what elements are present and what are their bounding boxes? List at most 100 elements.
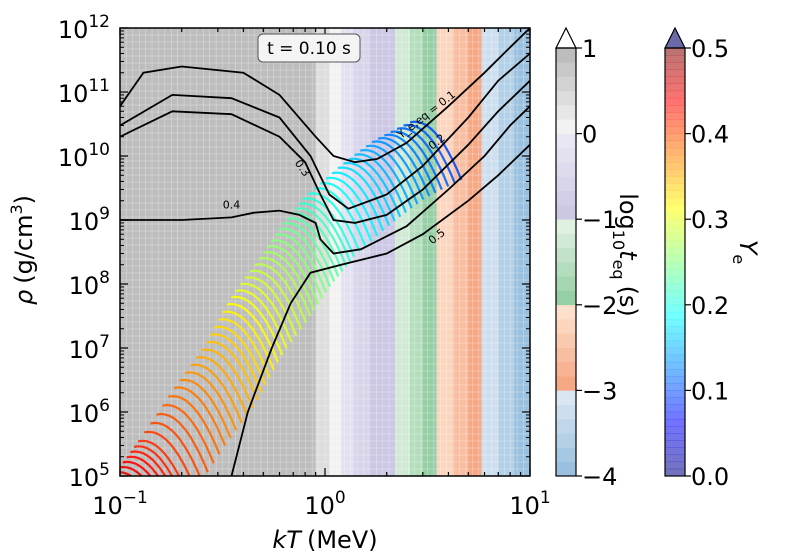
trajectory <box>195 355 249 416</box>
time-label: t = 0.10 s <box>267 39 351 59</box>
trajectory <box>130 450 167 476</box>
colorbar-segment <box>665 254 685 263</box>
ye-colorbar-ticklabels: 0.0 0.1 0.2 0.3 0.4 0.5 <box>685 35 729 491</box>
trajectory <box>126 455 160 476</box>
trajectory <box>162 403 215 464</box>
trajectory <box>226 302 279 363</box>
colorbar-segment <box>665 147 685 156</box>
colorbar-segment <box>556 147 576 163</box>
colorbar-segment <box>556 319 576 334</box>
colorbar-segment <box>665 461 685 470</box>
plot-area <box>119 27 531 477</box>
colorbar-segment <box>556 418 576 434</box>
colorbar-tick-label: −1 <box>582 206 617 234</box>
y-axis-label-var: ρ <box>10 290 38 305</box>
ye-colorbar-label: Ye <box>729 240 762 265</box>
y-axis-label-close: ) <box>10 195 38 204</box>
trajectory <box>144 430 191 476</box>
colorbar-tick-label: 0.2 <box>691 292 729 320</box>
colorbar-segment <box>556 233 576 249</box>
colorbar-tick-label: −2 <box>582 292 617 320</box>
x-tick-exp: 1 <box>540 488 551 508</box>
trajectory <box>325 176 379 237</box>
trajectory <box>150 421 201 476</box>
y-tick-exp: 12 <box>88 12 110 32</box>
trajectory <box>337 166 391 227</box>
time-annotation: t = 0.10 s <box>257 33 361 63</box>
colorbar-segment <box>665 90 685 99</box>
trajectory <box>201 348 254 409</box>
y-tick-base: 10 <box>69 272 100 300</box>
colorbar-segment <box>665 304 685 313</box>
colorbar-segment <box>665 347 685 356</box>
trajectory <box>278 227 332 288</box>
t-eq-colorbar-ticklabels: −4 −3 −2 −1 0 1 <box>576 35 617 491</box>
colorbar-segment <box>556 190 576 206</box>
colorbar-segment <box>665 247 685 256</box>
trajectory <box>343 161 396 222</box>
grid <box>120 28 530 476</box>
colorbar-segment <box>665 283 685 291</box>
colorbar-segment <box>665 319 685 327</box>
trajectory <box>307 192 361 252</box>
y-tick-exp: 5 <box>99 460 110 480</box>
y-tick-label: 105 <box>69 460 110 492</box>
colorbar-frame <box>664 47 686 477</box>
colorbar-segment <box>556 48 576 63</box>
colorbar-segment <box>556 376 576 391</box>
x-tick-label: 101 <box>509 488 550 520</box>
x-axis-label-unit: (MeV) <box>307 526 378 554</box>
colorbar-segment <box>556 105 576 120</box>
colorbar-segment <box>665 176 685 184</box>
trajectory <box>206 340 259 401</box>
colorbar-segment <box>665 204 685 213</box>
x-tick-base: 10 <box>92 492 123 520</box>
colorbar-segment <box>665 162 685 170</box>
y-tick-exp: 11 <box>88 76 110 96</box>
y-axis-label-sup: 3 <box>7 204 26 214</box>
trajectory <box>173 386 227 447</box>
colorbar-segment <box>556 447 576 463</box>
colorbar-segment <box>556 176 576 191</box>
colorbar-segment <box>665 169 685 177</box>
colorbar-extend-arrow <box>664 26 686 49</box>
colorbar-segment <box>556 247 576 263</box>
colorbar-segment <box>665 155 685 163</box>
y-tick-label: 1012 <box>58 12 110 44</box>
trajectory <box>403 123 456 184</box>
y-axis-label: ρ (g/cm3) <box>7 195 38 305</box>
x-tick-base: 10 <box>509 492 540 520</box>
trajectory <box>298 202 352 263</box>
colorbar-segment <box>665 468 685 477</box>
trajectory <box>396 127 450 187</box>
y-tick-base: 10 <box>69 400 100 428</box>
colorbar-segment <box>665 262 685 270</box>
x-tick-label: 100 <box>304 488 345 520</box>
colorbar-segment <box>665 397 685 405</box>
y-tick-label: 1010 <box>58 140 110 172</box>
colorbar-segment <box>665 411 685 420</box>
colorbar-segment <box>665 333 685 341</box>
y-tick-label: 106 <box>69 396 110 428</box>
colorbar-segment <box>556 361 576 377</box>
ye-eq-contours <box>120 28 530 476</box>
colorbar-segment <box>556 76 576 92</box>
colorbar-segment <box>665 76 685 84</box>
y-tick-exp: 10 <box>88 140 110 160</box>
trajectory <box>120 465 144 476</box>
colorbar-segment <box>665 112 685 120</box>
trajectory <box>348 157 402 218</box>
t-eq-colorbar-label: log10teq(s) <box>609 193 642 317</box>
x-tick-labels: 10−1 100 101 <box>92 488 550 520</box>
colorbar-segment <box>556 276 576 291</box>
colorbar-segment <box>665 133 685 142</box>
colorbar-segment <box>665 48 685 56</box>
colorbar-segment <box>665 326 685 334</box>
t-eq-colorbar <box>555 26 577 477</box>
y-axis-label-unit: (g/cm <box>10 215 38 284</box>
trajectory <box>282 222 336 282</box>
colorbar-segment <box>665 219 685 227</box>
ye-eq-contour <box>120 105 530 255</box>
colorbar-segment <box>556 162 576 177</box>
